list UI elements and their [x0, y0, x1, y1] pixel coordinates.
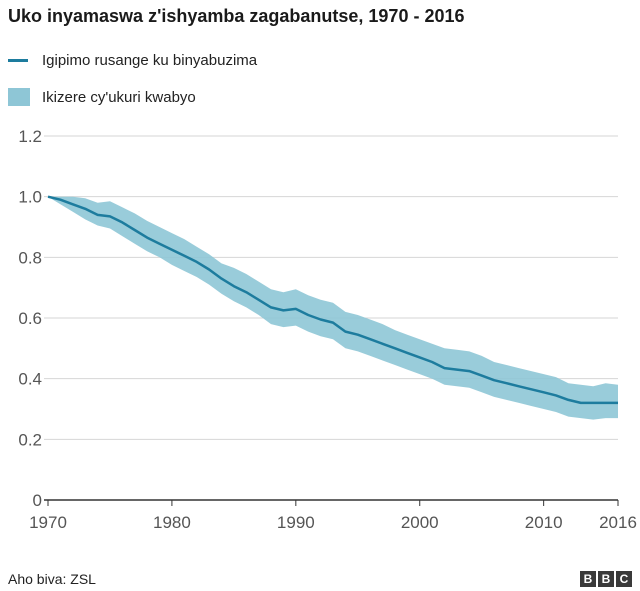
legend-band-swatch: [8, 88, 30, 106]
x-tick-label: 2000: [401, 513, 439, 532]
bbc-logo-letter: C: [616, 571, 632, 587]
y-tick-label: 1.0: [18, 188, 42, 207]
y-tick-label: 0.2: [18, 430, 42, 449]
source-note: Aho biva: ZSL: [8, 571, 96, 587]
bbc-logo-letter: B: [580, 571, 596, 587]
confidence-band: [48, 196, 618, 420]
x-tick-label: 1990: [277, 513, 315, 532]
x-tick-label: 2010: [525, 513, 563, 532]
y-tick-label: 0.8: [18, 248, 42, 267]
line-chart: 0 0.2 0.4 0.6 0.8 1.0 1.2 1970 1980 1990 2000 2010 2…: [18, 127, 637, 532]
legend-band-item: Ikizere cy'ukuri kwabyo: [8, 88, 196, 106]
bbc-logo-letter: B: [598, 571, 614, 587]
legend-band-label: Ikizere cy'ukuri kwabyo: [42, 88, 196, 106]
x-tick-label: 1970: [29, 513, 67, 532]
legend-line-swatch: [8, 59, 28, 62]
legend-line-item: Igipimo rusange ku binyabuzima: [8, 52, 257, 69]
legend-line-label: Igipimo rusange ku binyabuzima: [42, 52, 258, 69]
y-tick-label: 0.4: [18, 370, 42, 389]
x-tick-label: 2016: [599, 513, 637, 532]
chart-title: Uko inyamaswa z'ishyamba zagabanutse, 19…: [8, 6, 465, 26]
y-tick-label: 0: [33, 491, 42, 510]
x-tick-label: 1980: [153, 513, 191, 532]
bbc-logo: B B C: [580, 571, 632, 587]
index-line: [47, 195, 618, 405]
footer: Aho biva: ZSL B B C: [0, 569, 640, 591]
y-tick-label: 0.6: [18, 309, 42, 328]
y-tick-label: 1.2: [18, 127, 42, 146]
